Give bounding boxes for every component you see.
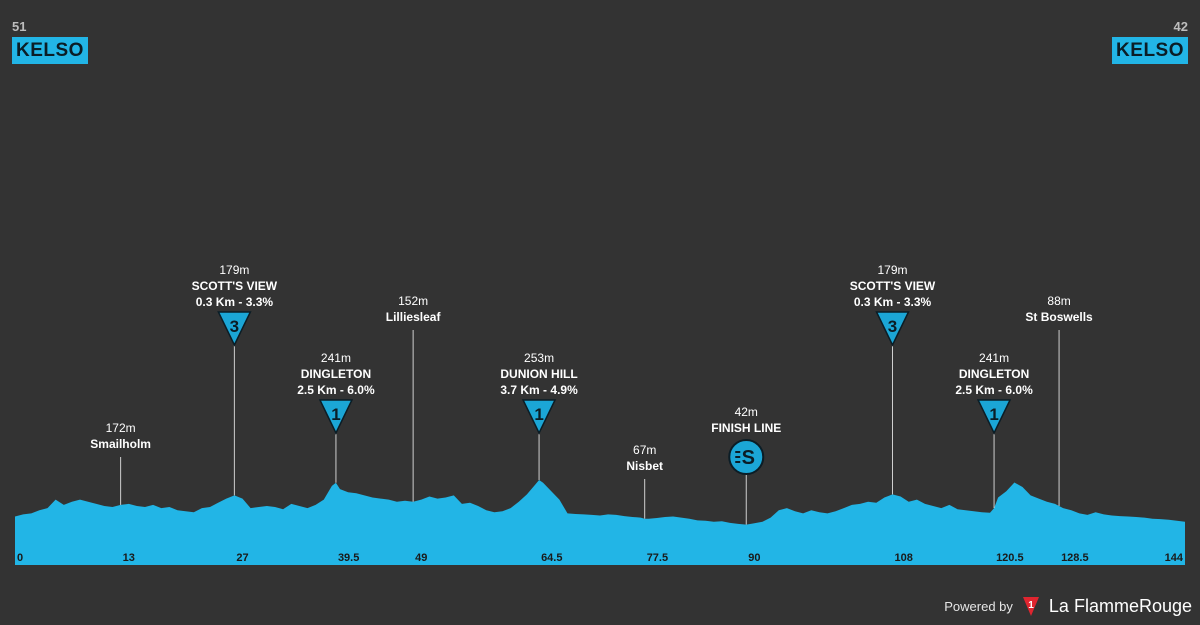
km-tick-label: 90 xyxy=(748,552,760,564)
climb-name: DUNION HILL xyxy=(500,367,577,381)
profile-area xyxy=(15,480,1185,565)
climb-altitude: 241m xyxy=(321,351,351,365)
town-name: Smailholm xyxy=(90,437,151,451)
finish-label: 42 KELSO xyxy=(1112,20,1188,64)
flamme-rouge-logo-icon: 1 xyxy=(1021,595,1041,617)
climb-category: 1 xyxy=(989,405,998,424)
climb-detail: 0.3 Km - 3.3% xyxy=(196,295,274,309)
climb-name: DINGLETON xyxy=(959,367,1029,381)
climb-detail: 0.3 Km - 3.3% xyxy=(854,295,932,309)
start-altitude: 51 xyxy=(12,19,27,34)
climb-category-icon xyxy=(217,311,252,347)
town-name: St Boswells xyxy=(1025,310,1093,324)
finish-icon-glyph: S xyxy=(742,447,755,469)
km-tick-label: 120.5 xyxy=(996,552,1024,564)
km-tick-label: 13 xyxy=(123,552,135,564)
km-tick-label: 49 xyxy=(415,552,427,564)
point-3: Lilliesleaf 152m xyxy=(386,294,442,502)
start-location: KELSO xyxy=(12,37,88,64)
finish-location: KELSO xyxy=(1112,37,1188,64)
town-name: Nisbet xyxy=(626,459,663,473)
town-name: Lilliesleaf xyxy=(386,310,442,324)
km-tick-label: 27 xyxy=(236,552,248,564)
climb-category-icon xyxy=(875,311,910,347)
km-tick-label: 39.5 xyxy=(338,552,359,564)
climb-category: 1 xyxy=(331,405,340,424)
brand-name: La FlammeRouge xyxy=(1048,595,1192,616)
finish-name: FINISH LINE xyxy=(711,421,781,435)
km-tick-label: 144 xyxy=(1165,552,1184,564)
climb-altitude: 179m xyxy=(219,263,249,277)
km-ticks: 0 13 27 39.5 49 64.5 77.5 90 108 120.5 128.5 144 xyxy=(17,552,1184,564)
climb-category-icon xyxy=(976,399,1012,435)
sprint-finish-icon xyxy=(728,439,765,475)
town-altitude: 152m xyxy=(398,294,428,308)
point-2: 1 2.5 Km - 6.0% DINGLETON 241m xyxy=(297,351,375,483)
start-label: 51 KELSO xyxy=(12,20,88,64)
finish-altitude: 42m xyxy=(735,405,758,419)
point-8: 1 2.5 Km - 6.0% DINGLETON 241m xyxy=(955,351,1033,509)
point-markers: Smailholm 172m 3 0.3 Km - 3.3% SCOTT'S VIEW 1… xyxy=(90,263,1093,525)
km-tick-label: 128.5 xyxy=(1061,552,1089,564)
climb-name: SCOTT'S VIEW xyxy=(192,279,278,293)
climb-altitude: 179m xyxy=(877,263,907,277)
climb-detail: 3.7 Km - 4.9% xyxy=(500,383,578,397)
km-tick-label: 77.5 xyxy=(647,552,668,564)
point-4: 1 3.7 Km - 4.9% DUNION HILL 253m xyxy=(500,351,578,480)
powered-by: Powered by 1 La FlammeRouge xyxy=(944,595,1192,617)
km-tick-label: 108 xyxy=(895,552,913,564)
climb-altitude: 253m xyxy=(524,351,554,365)
climb-category-icon xyxy=(318,399,354,435)
climb-category: 3 xyxy=(888,317,897,336)
climb-detail: 2.5 Km - 6.0% xyxy=(297,383,375,397)
climb-detail: 2.5 Km - 6.0% xyxy=(955,383,1033,397)
town-altitude: 88m xyxy=(1047,294,1070,308)
km-tick-label: 64.5 xyxy=(541,552,562,564)
climb-category: 1 xyxy=(534,405,543,424)
km-tick-label: 0 xyxy=(17,552,23,564)
climb-category-icon xyxy=(521,399,557,435)
point-6: S FINISH LINE 42m xyxy=(711,405,781,525)
point-9: St Boswells 88m xyxy=(1025,294,1093,506)
finish-altitude: 42 xyxy=(1173,19,1188,34)
point-0: Smailholm 172m xyxy=(90,421,151,505)
climb-category: 3 xyxy=(230,317,239,336)
town-altitude: 67m xyxy=(633,443,656,457)
powered-by-text: Powered by xyxy=(944,598,1013,614)
svg-text:1: 1 xyxy=(1028,600,1034,611)
point-5: Nisbet 67m xyxy=(626,443,663,519)
point-1: 3 0.3 Km - 3.3% SCOTT'S VIEW 179m xyxy=(192,263,278,496)
town-altitude: 172m xyxy=(106,421,136,435)
climb-name: SCOTT'S VIEW xyxy=(850,279,936,293)
climb-name: DINGLETON xyxy=(301,367,371,381)
climb-altitude: 241m xyxy=(979,351,1009,365)
point-7: 3 0.3 Km - 3.3% SCOTT'S VIEW 179m xyxy=(850,263,936,495)
